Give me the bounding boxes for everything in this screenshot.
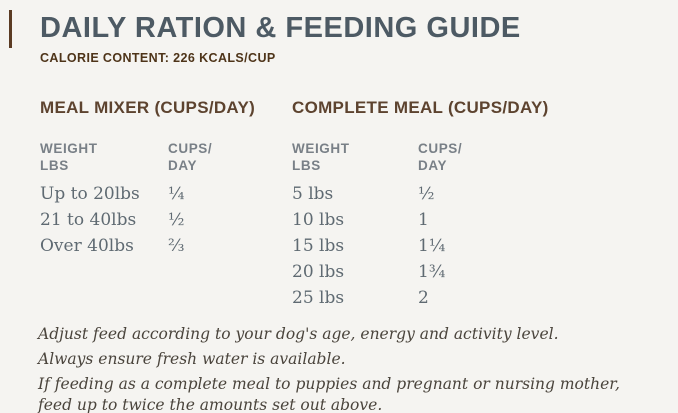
column-header-weight: WEIGHT LBS — [292, 141, 350, 173]
column-header-weight: WEIGHT LBS — [40, 141, 98, 173]
table-cell-weight: Over 40lbs — [40, 236, 134, 256]
note-complete-meal-puppies: If feeding as a complete meal to puppies… — [38, 375, 620, 413]
feeding-tables: MEAL MIXER (CUPS/DAY) WEIGHT LBS CUPS/ D… — [0, 98, 678, 311]
note-adjust-feed: Adjust feed according to your dog's age,… — [38, 325, 559, 343]
complete-meal-table: COMPLETE MEAL (CUPS/DAY) WEIGHT LBS CUPS… — [292, 98, 592, 311]
table-cell-weight: 20 lbs — [292, 262, 345, 282]
table-cell-cups: ⅔ — [168, 236, 185, 256]
column-header-cups: CUPS/ DAY — [418, 141, 463, 173]
table-cell-cups: ¼ — [168, 184, 185, 204]
meal-mixer-table: MEAL MIXER (CUPS/DAY) WEIGHT LBS CUPS/ D… — [40, 98, 292, 311]
table-cell-cups: 1¾ — [418, 262, 446, 282]
table-cell-cups: 1 — [418, 210, 429, 230]
meal-mixer-grid: WEIGHT LBS CUPS/ DAY Up to 20lbs ¼ 21 to… — [40, 140, 292, 259]
table-cell-weight: 10 lbs — [292, 210, 345, 230]
footer-notes: Adjust feed according to your dog's age,… — [0, 324, 650, 413]
page-title: DAILY RATION & FEEDING GUIDE — [40, 12, 521, 44]
note-fresh-water: Always ensure fresh water is available. — [38, 350, 346, 368]
table-cell-weight: 5 lbs — [292, 184, 334, 204]
table-cell-weight: 21 to 40lbs — [40, 210, 137, 230]
complete-meal-title: COMPLETE MEAL (CUPS/DAY) — [292, 98, 549, 117]
accent-bar — [9, 10, 12, 48]
table-cell-cups: 1¼ — [418, 236, 446, 256]
table-cell-cups: 2 — [418, 288, 429, 308]
table-cell-cups: ½ — [168, 210, 185, 230]
meal-mixer-title: MEAL MIXER (CUPS/DAY) — [40, 98, 256, 117]
complete-meal-grid: WEIGHT LBS CUPS/ DAY 5 lbs ½ 10 lbs 1 15… — [292, 140, 592, 311]
column-header-cups: CUPS/ DAY — [168, 141, 213, 173]
table-cell-weight: Up to 20lbs — [40, 184, 140, 204]
table-cell-weight: 15 lbs — [292, 236, 345, 256]
table-cell-cups: ½ — [418, 184, 435, 204]
header: DAILY RATION & FEEDING GUIDE CALORIE CON… — [0, 0, 678, 65]
calorie-content: CALORIE CONTENT: 226 KCALS/CUP — [40, 51, 276, 65]
table-cell-weight: 25 lbs — [292, 288, 345, 308]
